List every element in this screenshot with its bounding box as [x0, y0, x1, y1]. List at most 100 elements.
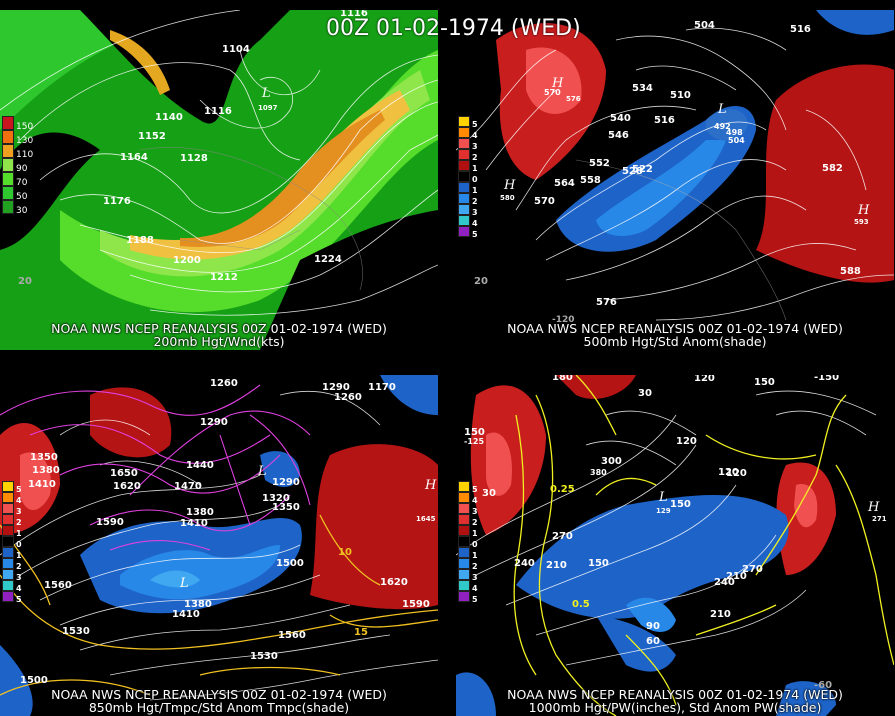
panel-caption-source: NOAA NWS NCEP REANALYSIS 00Z 01-02-1974 …: [507, 687, 843, 702]
legend-label: 2: [472, 518, 478, 527]
contour-label: 210: [710, 609, 731, 620]
contour-label: 1290: [200, 417, 228, 428]
contour-label: 528: [622, 166, 643, 177]
panel-1000mb: 180 60 30 120 150 -150 150 -125 30 120 3…: [456, 375, 894, 716]
legend-swatch: [2, 536, 14, 547]
low-marker: L: [659, 490, 668, 505]
panel-caption-source: NOAA NWS NCEP REANALYSIS 00Z 01-02-1974 …: [51, 687, 387, 702]
contour-label: 30: [482, 488, 496, 499]
contour-label: 60: [640, 375, 654, 377]
contour-label: -150: [814, 375, 840, 383]
legend-label: 2: [472, 153, 478, 162]
legend-label: 3: [472, 208, 478, 217]
legend-swatch: [2, 481, 14, 492]
legend-label: 90: [16, 164, 28, 174]
contour-label: 120: [726, 468, 747, 479]
panel-caption-variable: 500mb Hgt/Std Anom(shade): [583, 334, 767, 349]
legend-swatch: [458, 138, 470, 149]
legend-label: 1: [472, 164, 478, 173]
legend-swatch: [458, 116, 470, 127]
map-200mb: [0, 10, 438, 350]
contour-label: -60: [814, 680, 833, 691]
legend-swatch: [2, 514, 14, 525]
panel-caption-variable: 200mb Hgt/Wnd(kts): [153, 334, 285, 349]
contour-label: 1380: [186, 507, 214, 518]
legend-swatch: [458, 160, 470, 171]
contour-label: 1290: [272, 477, 300, 488]
contour-label: 1650: [110, 468, 138, 479]
contour-label: 564: [554, 178, 575, 189]
legend-swatch: [2, 547, 14, 558]
contour-label: 380: [590, 468, 607, 477]
legend-swatch: [458, 514, 470, 525]
contour-label: 129: [656, 507, 671, 515]
high-marker: H: [425, 478, 437, 493]
legend-swatch: [458, 503, 470, 514]
panel-caption-source: NOAA NWS NCEP REANALYSIS 00Z 01-02-1974 …: [507, 321, 843, 336]
contour-label: 270: [552, 531, 573, 542]
contour-label: -120: [552, 315, 575, 325]
contour-label: 240: [514, 558, 535, 569]
legend-swatch: [458, 171, 470, 182]
contour-label: 1104: [222, 44, 250, 55]
legend-swatch: [2, 503, 14, 514]
contour-label: 504: [728, 136, 745, 145]
legend-label: 0: [16, 540, 22, 549]
legend-label: 150: [16, 122, 34, 132]
contour-label: 570: [544, 88, 561, 97]
contour-label: 1092: [218, 10, 246, 12]
contour-label: 120: [694, 375, 715, 384]
legend-label: 1: [16, 551, 22, 560]
legend-label: 2: [16, 518, 22, 527]
legend-swatch: [458, 182, 470, 193]
legend-label: 70: [16, 178, 28, 188]
contour-label: 522: [632, 164, 653, 175]
contour-label: 150: [588, 558, 609, 569]
contour-label: 1380: [184, 599, 212, 610]
legend-label: 1: [16, 529, 22, 538]
contour-label: 10: [338, 547, 352, 558]
panel-500mb: H 570 576 534 540 546 510 516 L 492 498 …: [456, 10, 894, 350]
map-1000mb: [456, 375, 894, 716]
contour-label: 1590: [402, 599, 430, 610]
contour-label: 150: [464, 427, 485, 438]
panel-caption-variable: 850mb Hgt/Tmpc/Std Anom Tmpc(shade): [88, 700, 350, 715]
contour-label: 60: [646, 636, 660, 647]
legend-swatch: [2, 569, 14, 580]
high-marker: H: [858, 203, 870, 218]
legend-swatch: [458, 591, 470, 602]
contour-label: 580: [500, 194, 515, 202]
high-marker: H: [552, 76, 564, 91]
contour-label: 150: [754, 377, 775, 388]
contour-label: 150: [670, 499, 691, 510]
contour-label: 1320: [262, 493, 290, 504]
legend-label: 3: [472, 507, 478, 516]
contour-label: 588: [840, 266, 861, 277]
contour-label: 1380: [32, 465, 60, 476]
legend-label: 4: [472, 584, 478, 593]
legend-label: 130: [16, 136, 34, 146]
contour-label: 1260: [334, 392, 362, 403]
legend-1000mb: [458, 481, 470, 602]
legend-label: 2: [16, 562, 22, 571]
legend-label: 5: [472, 595, 478, 604]
contour-label: 1212: [210, 272, 238, 283]
contour-label: 210: [546, 560, 567, 571]
legend-swatch: [458, 558, 470, 569]
contour-label: 1350: [272, 502, 300, 513]
contour-label: 1645: [416, 515, 436, 523]
contour-label: 504: [694, 20, 715, 31]
contour-label: 271: [872, 515, 887, 523]
legend-label: 3: [472, 573, 478, 582]
legend-swatch: [2, 144, 14, 158]
contour-label: 15: [354, 627, 368, 638]
contour-label: 1410: [172, 609, 200, 620]
contour-label: 270: [742, 564, 763, 575]
low-marker: L: [718, 102, 727, 117]
legend-swatch: [458, 204, 470, 215]
contour-label: 1500: [20, 675, 48, 686]
contour-label: 534: [632, 83, 653, 94]
low-marker: L: [262, 86, 271, 101]
legend-label: 1: [472, 186, 478, 195]
legend-swatch: [458, 193, 470, 204]
